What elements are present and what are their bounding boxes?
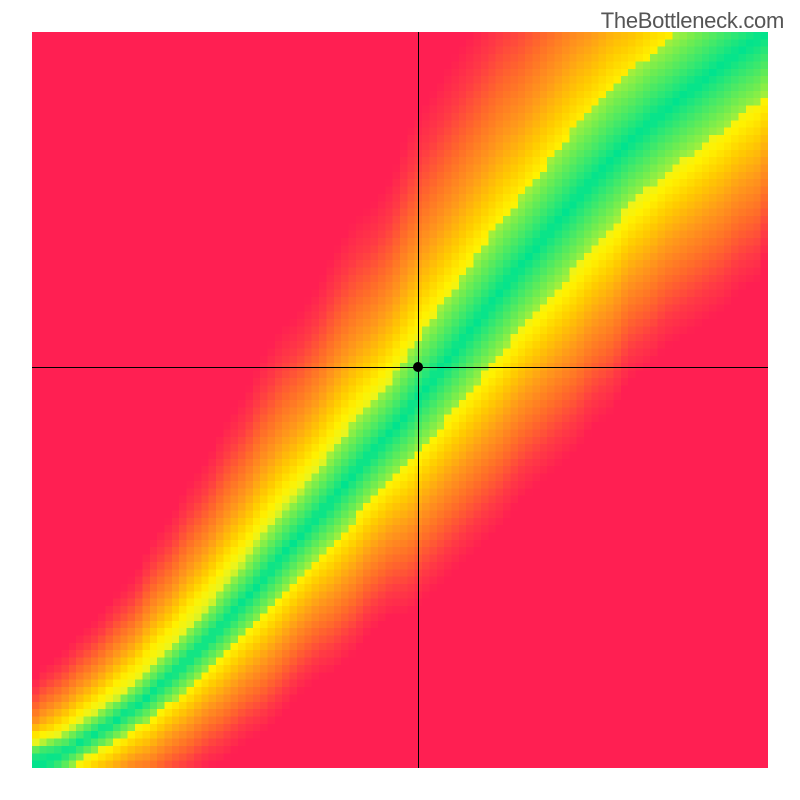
marker-dot (413, 362, 423, 372)
heatmap-plot (32, 32, 768, 768)
chart-container: TheBottleneck.com (0, 0, 800, 800)
crosshair-vertical (418, 32, 419, 768)
crosshair-horizontal (32, 367, 768, 368)
watermark-text: TheBottleneck.com (601, 8, 784, 34)
heatmap-canvas (32, 32, 768, 768)
